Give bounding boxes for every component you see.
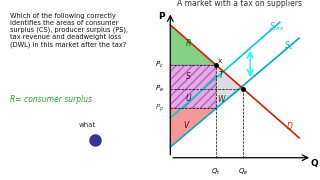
Text: what: what	[79, 122, 96, 128]
Polygon shape	[170, 25, 216, 65]
Text: $P_c$: $P_c$	[155, 60, 164, 70]
Text: R: R	[186, 39, 191, 48]
Text: $S_{tax}$: $S_{tax}$	[269, 21, 285, 33]
Polygon shape	[216, 65, 243, 108]
Title: A market with a tax on suppliers: A market with a tax on suppliers	[177, 0, 302, 8]
Text: T: T	[218, 71, 223, 80]
Text: X: X	[218, 59, 222, 64]
Text: P: P	[158, 12, 164, 21]
Text: $P_e$: $P_e$	[155, 84, 164, 94]
Text: $D$: $D$	[286, 120, 294, 131]
Polygon shape	[170, 108, 216, 147]
Text: Which of the following correctly
identifies the areas of consumer
surplus (CS), : Which of the following correctly identif…	[10, 13, 127, 48]
Polygon shape	[170, 65, 216, 108]
Text: U: U	[186, 94, 191, 103]
Text: Q: Q	[311, 159, 318, 168]
Text: $P_p$: $P_p$	[155, 103, 164, 114]
Text: $Q_t$: $Q_t$	[211, 167, 221, 177]
Text: S: S	[186, 72, 191, 81]
Text: V: V	[183, 121, 188, 130]
Text: $Q_e$: $Q_e$	[238, 167, 248, 177]
Text: $S_1$: $S_1$	[284, 40, 293, 52]
Text: R= consumer surplus: R= consumer surplus	[10, 95, 92, 104]
Text: W: W	[217, 95, 225, 104]
